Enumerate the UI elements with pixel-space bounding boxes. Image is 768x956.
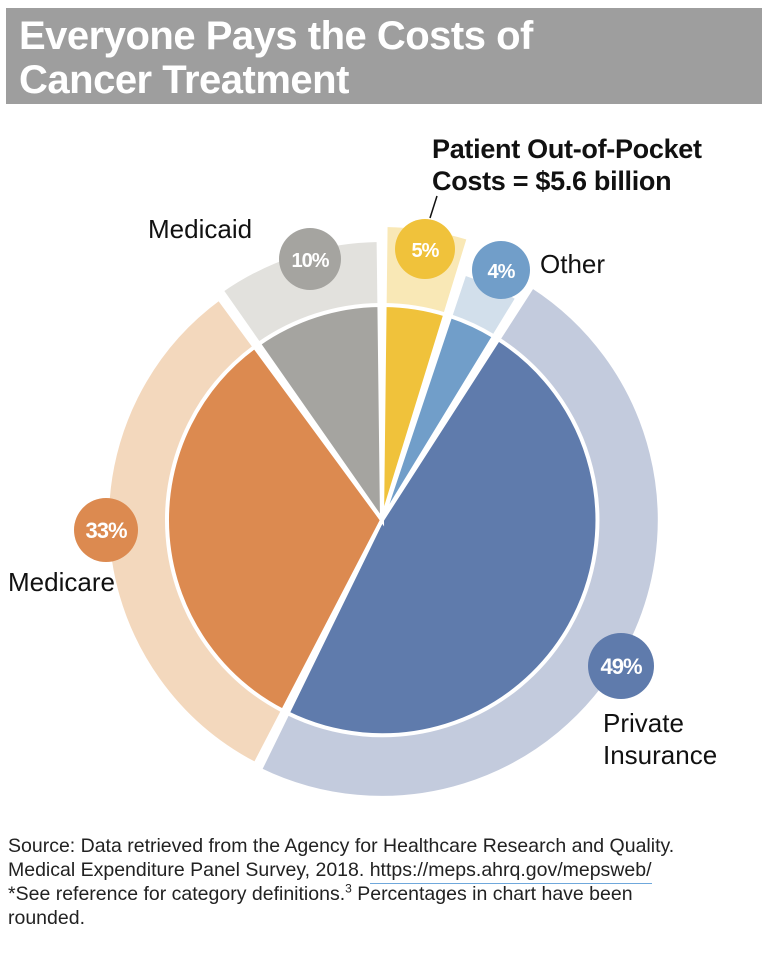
footnote-mark: 3 [345, 881, 352, 896]
value-label-private-insurance: 49% [600, 654, 641, 679]
private-insurance-label-line-1: Private [603, 708, 684, 738]
badge-patient [395, 219, 455, 279]
title-bar: Everyone Pays the Costs of Cancer Treatm… [6, 8, 762, 104]
source-link[interactable]: https://meps.ahrq.gov/mepsweb/ [369, 859, 652, 884]
title-line-1: Everyone Pays the Costs of [19, 14, 533, 58]
badge-other [472, 241, 530, 299]
other-label: Other [540, 249, 605, 279]
medicare-label: Medicare [8, 567, 115, 597]
pie-chart: 5% 4% 49% 33% 10% Patient Out-of-Pocket Cost… [8, 134, 717, 800]
footnote-text: *See reference for category definitions. [8, 883, 346, 905]
inner-slice-medicare [165, 344, 385, 714]
inner-slice-patient [380, 302, 448, 521]
source-note: Source: Data retrieved from the Agency f… [8, 834, 764, 930]
value-label-other: 4% [488, 261, 516, 283]
title-line-2: Cancer Treatment [19, 58, 349, 102]
inner-slice-medicaid [256, 302, 385, 527]
value-badges: 5% 4% 49% 33% 10% [74, 219, 654, 699]
source-line-3: *See reference for category definitions.… [8, 882, 764, 906]
callout-line-1: Patient Out-of-Pocket [432, 134, 702, 164]
value-label-medicare: 33% [85, 518, 126, 543]
category-labels: Patient Out-of-Pocket Costs = $5.6 billi… [8, 134, 717, 770]
badge-medicaid [279, 228, 341, 290]
chart-title: Everyone Pays the Costs of Cancer Treatm… [19, 14, 759, 102]
value-label-medicaid: 10% [291, 250, 329, 272]
private-insurance-label-line-2: Insurance [603, 740, 717, 770]
callout-leader-line [429, 195, 438, 219]
medicaid-label: Medicaid [148, 214, 252, 244]
badge-medicare [74, 498, 138, 562]
value-label-patient: 5% [412, 240, 440, 262]
inner-pie [165, 302, 600, 738]
leader-lines [429, 195, 438, 219]
inner-slice-other [380, 313, 497, 522]
inner-slice-private-insurance [284, 336, 600, 738]
source-line-2: Medical Expenditure Panel Survey, 2018. … [8, 858, 764, 884]
badge-private-insurance [588, 633, 654, 699]
callout-line-2: Costs = $5.6 billion [432, 166, 671, 196]
footnote-rest: Percentages in chart have been [351, 883, 633, 905]
source-line-4: rounded. [8, 907, 85, 929]
source-survey-text: Medical Expenditure Panel Survey, 2018. [8, 859, 370, 881]
source-line-1: Source: Data retrieved from the Agency f… [8, 835, 675, 857]
